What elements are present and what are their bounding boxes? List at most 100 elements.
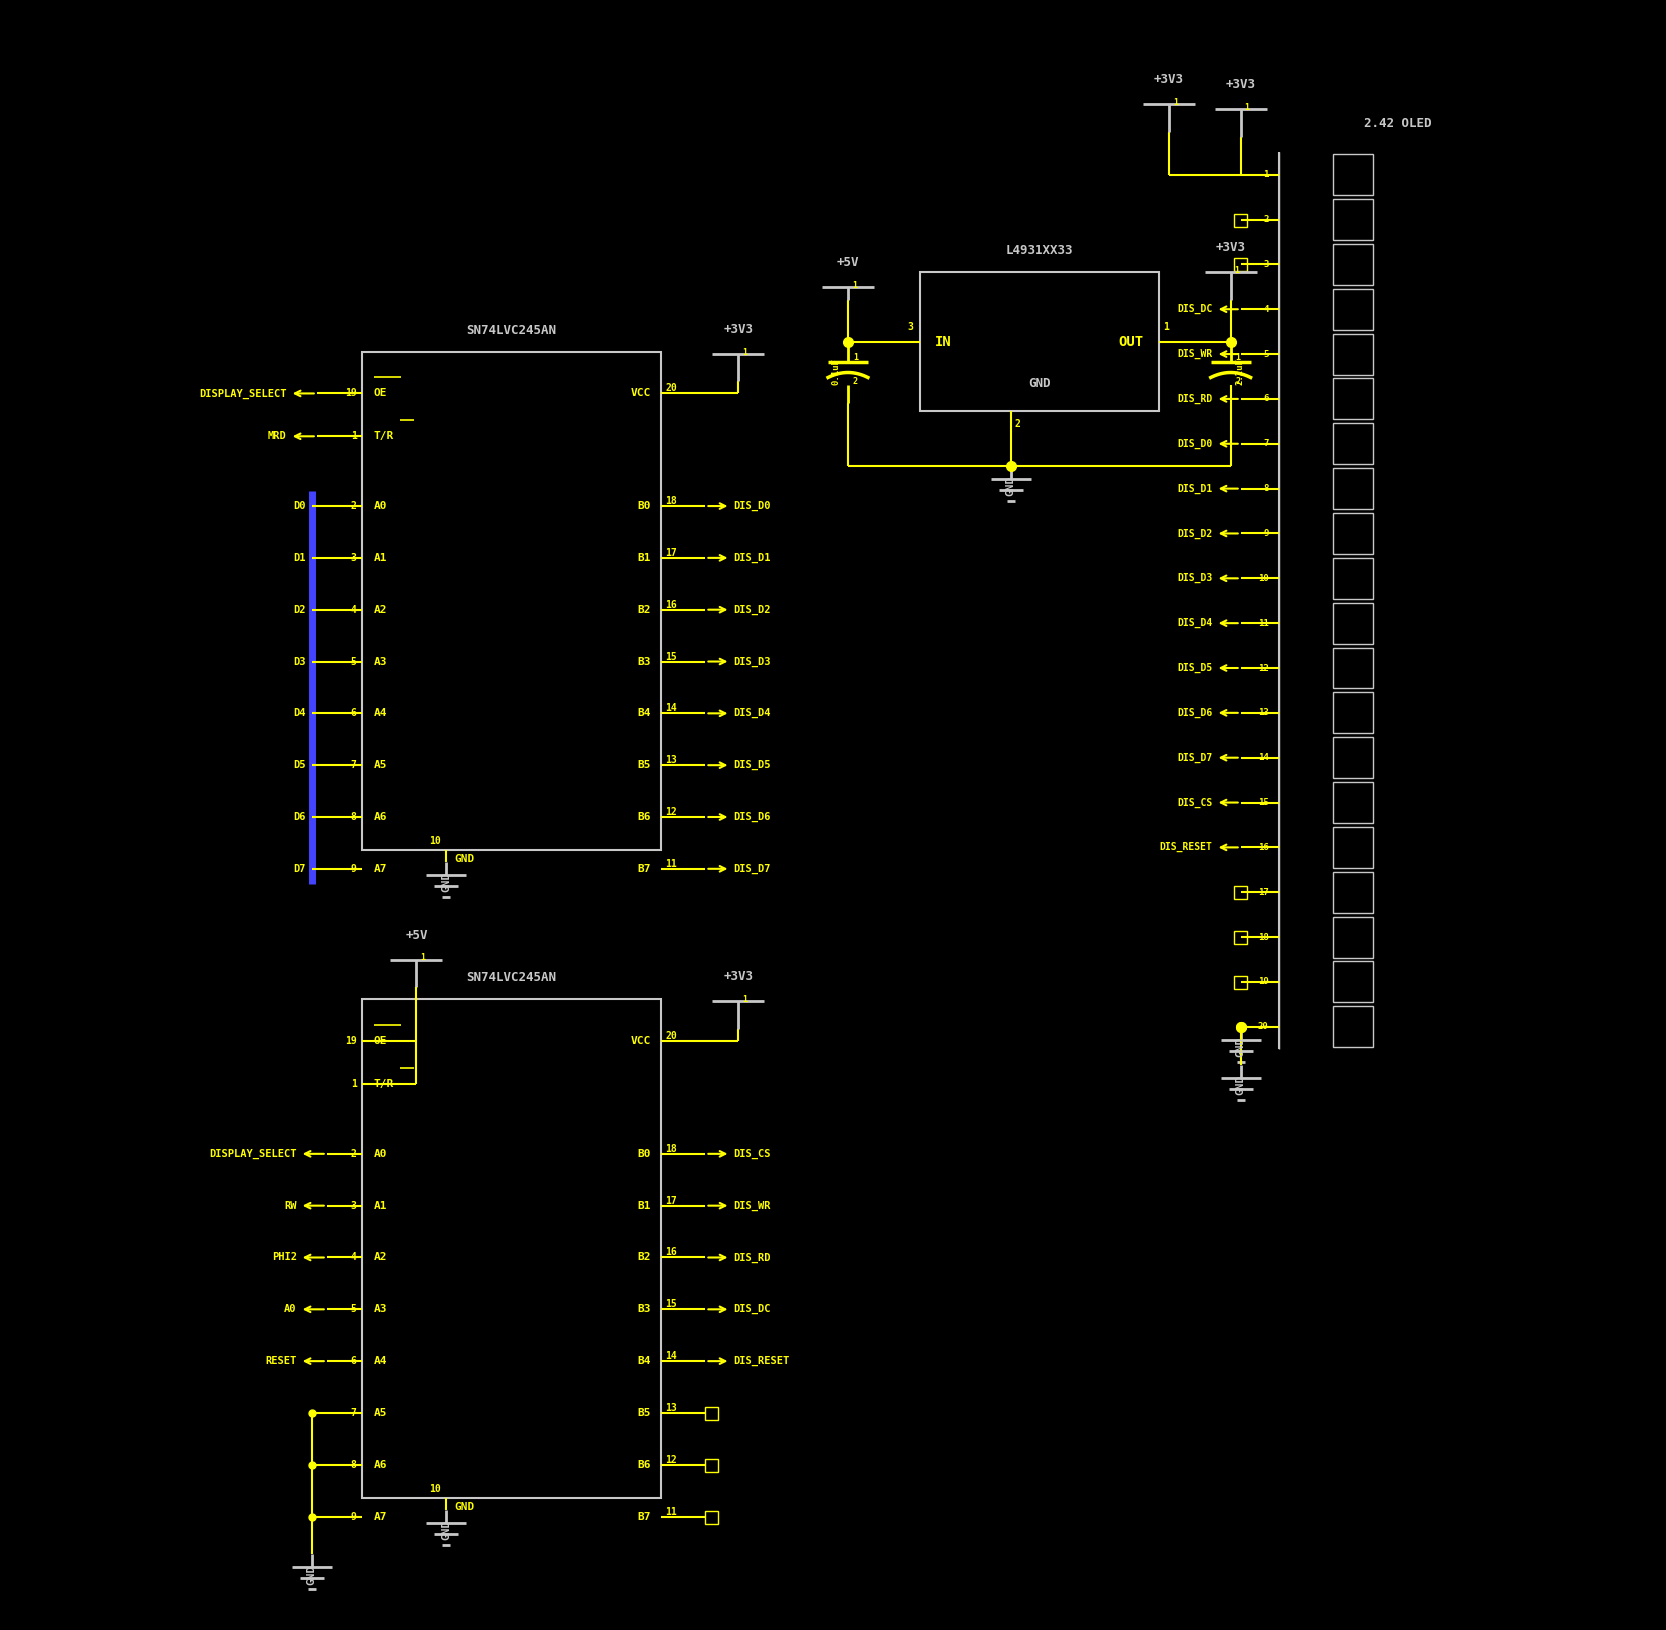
Bar: [1233, 214, 1246, 227]
Text: B6: B6: [636, 1460, 651, 1470]
Text: 11: 11: [665, 859, 678, 869]
Text: +3V3: +3V3: [723, 970, 753, 983]
Text: GND: GND: [1236, 1037, 1246, 1056]
Text: DISPLAY_SELECT: DISPLAY_SELECT: [210, 1149, 297, 1159]
Text: 3: 3: [908, 321, 913, 331]
Text: DIS_CS: DIS_CS: [1178, 797, 1213, 807]
Text: 2: 2: [352, 1149, 357, 1159]
Text: RESET: RESET: [265, 1356, 297, 1366]
Text: GND: GND: [1028, 377, 1051, 390]
Text: 9: 9: [352, 864, 357, 874]
Text: A2: A2: [373, 1252, 387, 1263]
Text: 16: 16: [665, 600, 678, 610]
Text: A4: A4: [373, 1356, 387, 1366]
Text: D3: D3: [293, 657, 307, 667]
Text: A1: A1: [373, 1201, 387, 1211]
Text: 12: 12: [665, 807, 678, 817]
Text: DIS_WR: DIS_WR: [1178, 349, 1213, 359]
Text: DIS_D3: DIS_D3: [733, 657, 771, 667]
Text: B1: B1: [636, 553, 651, 562]
Text: 6: 6: [1263, 394, 1268, 403]
Text: +5V: +5V: [405, 929, 428, 942]
Bar: [1333, 513, 1373, 554]
Text: 4: 4: [352, 1252, 357, 1263]
Text: 1: 1: [1245, 103, 1250, 112]
Text: 1: 1: [352, 432, 357, 442]
Bar: [1333, 289, 1373, 329]
Text: DIS_CS: DIS_CS: [733, 1149, 771, 1159]
Text: A5: A5: [373, 760, 387, 769]
Text: 20: 20: [665, 1032, 678, 1042]
Text: DIS_WR: DIS_WR: [733, 1201, 771, 1211]
Text: 10: 10: [430, 836, 441, 846]
Bar: [1333, 334, 1373, 375]
Text: D1: D1: [293, 553, 307, 562]
Bar: [1233, 887, 1246, 900]
Text: B2: B2: [636, 1252, 651, 1263]
Text: D4: D4: [293, 709, 307, 719]
Text: B5: B5: [636, 1408, 651, 1418]
Text: B4: B4: [636, 1356, 651, 1366]
Text: DIS_D1: DIS_D1: [733, 553, 771, 562]
Text: 8: 8: [352, 812, 357, 822]
Text: 9: 9: [352, 1511, 357, 1521]
Text: DIS_D4: DIS_D4: [1178, 618, 1213, 628]
Text: 11: 11: [1258, 619, 1268, 628]
Text: 8: 8: [1263, 484, 1268, 494]
Bar: [1333, 378, 1373, 419]
Bar: [1333, 647, 1373, 688]
Text: 5: 5: [1263, 349, 1268, 359]
Text: 1: 1: [1163, 321, 1170, 331]
Text: B5: B5: [636, 760, 651, 769]
Text: DIS_D4: DIS_D4: [733, 709, 771, 719]
Text: DIS_D3: DIS_D3: [1178, 574, 1213, 584]
Text: A3: A3: [373, 657, 387, 667]
Text: A7: A7: [373, 1511, 387, 1521]
Text: B4: B4: [636, 709, 651, 719]
Text: B1: B1: [636, 1201, 651, 1211]
Text: DIS_D1: DIS_D1: [1178, 484, 1213, 494]
Text: A5: A5: [373, 1408, 387, 1418]
Bar: [1333, 244, 1373, 285]
Text: DIS_D7: DIS_D7: [1178, 753, 1213, 763]
Text: 14: 14: [665, 704, 678, 714]
Text: 5: 5: [352, 657, 357, 667]
Text: DIS_D2: DIS_D2: [1178, 528, 1213, 538]
Bar: [1333, 557, 1373, 598]
Text: D6: D6: [293, 812, 307, 822]
Text: 4: 4: [352, 605, 357, 615]
Text: 3: 3: [352, 1201, 357, 1211]
Bar: [705, 1511, 718, 1524]
Text: A7: A7: [373, 864, 387, 874]
Text: D5: D5: [293, 760, 307, 769]
Text: MRD: MRD: [268, 432, 287, 442]
Text: 1: 1: [1236, 354, 1241, 362]
Bar: [705, 1459, 718, 1472]
Text: D7: D7: [293, 864, 307, 874]
Text: 2.42 OLED: 2.42 OLED: [1364, 117, 1431, 130]
Bar: [1233, 976, 1246, 989]
Text: 12: 12: [665, 1456, 678, 1465]
Text: +5V: +5V: [836, 256, 860, 269]
Text: 16: 16: [665, 1247, 678, 1257]
Text: 3: 3: [352, 553, 357, 562]
Text: 1: 1: [853, 354, 858, 362]
Text: 7: 7: [352, 760, 357, 769]
Text: DIS_DC: DIS_DC: [733, 1304, 771, 1314]
Text: +3V3: +3V3: [1155, 73, 1185, 86]
Bar: [1333, 962, 1373, 1002]
Text: DIS_RESET: DIS_RESET: [733, 1356, 790, 1366]
Text: DIS_D5: DIS_D5: [1178, 663, 1213, 673]
Text: 2: 2: [1263, 215, 1268, 223]
Text: 15: 15: [1258, 799, 1268, 807]
Text: 1: 1: [743, 347, 748, 357]
Text: GND: GND: [1006, 476, 1016, 497]
Text: 17: 17: [665, 1196, 678, 1206]
Text: DIS_RD: DIS_RD: [1178, 394, 1213, 404]
Text: +3V3: +3V3: [1216, 241, 1246, 254]
Text: 19: 19: [345, 388, 357, 398]
Text: 15: 15: [665, 652, 678, 662]
Text: GND: GND: [441, 872, 451, 892]
Text: 6: 6: [352, 709, 357, 719]
Text: 10: 10: [1258, 574, 1268, 584]
